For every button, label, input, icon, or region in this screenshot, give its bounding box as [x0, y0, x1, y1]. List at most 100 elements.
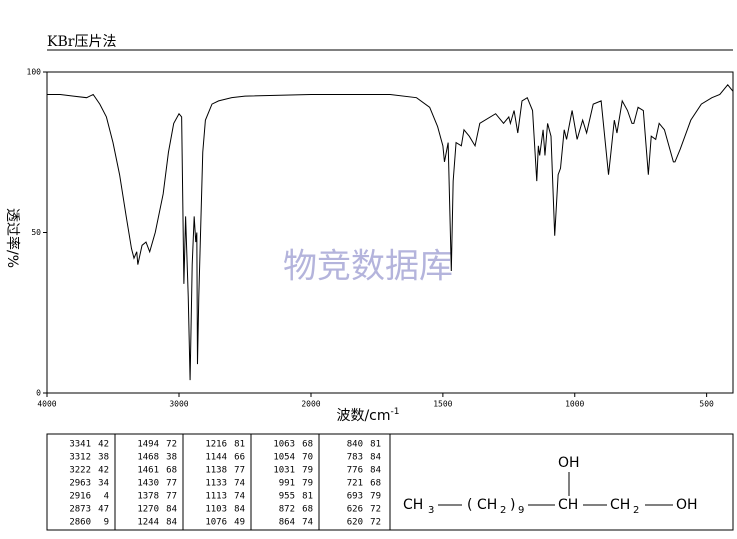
peak-wavenumber: 721: [347, 479, 363, 489]
peak-transmittance: 81: [302, 492, 313, 502]
peak-wavenumber: 3341: [69, 440, 91, 450]
peak-transmittance: 79: [370, 492, 381, 502]
formula-subscript: 2: [500, 505, 506, 516]
y-tick-label: 0: [36, 389, 41, 398]
x-label-sup: -1: [391, 407, 400, 417]
y-tick-label: 50: [31, 228, 41, 237]
y-axis-label: 透过率/%: [4, 208, 21, 268]
peak-wavenumber: 872: [279, 505, 295, 515]
header: KBr压片法: [47, 34, 116, 50]
peak-wavenumber: 864: [279, 518, 295, 528]
x-axis-label: 波数/cm-1: [336, 407, 399, 425]
formula-group: OH: [676, 497, 698, 513]
formula-bonds: [438, 472, 673, 506]
peak-wavenumber: 1031: [273, 466, 295, 476]
peak-transmittance: 77: [166, 479, 177, 489]
peak-transmittance: 74: [234, 479, 245, 489]
x-label-main: 波数/cm: [336, 408, 390, 424]
formula-group: ): [510, 497, 515, 513]
formula-group: (: [467, 497, 472, 513]
peak-transmittance: 72: [370, 505, 381, 515]
peak-wavenumber: 1270: [137, 505, 159, 515]
x-tick-label: 2000: [301, 400, 320, 409]
peak-wavenumber: 3312: [69, 453, 91, 463]
peak-transmittance: 38: [166, 453, 177, 463]
peak-transmittance: 72: [166, 440, 177, 450]
peak-transmittance: 81: [370, 440, 381, 450]
peak-wavenumber: 1138: [205, 466, 227, 476]
peak-wavenumber: 3222: [69, 466, 91, 476]
formula-group: CH: [403, 497, 423, 513]
peak-transmittance: 68: [166, 466, 177, 476]
formula-group: CH: [558, 497, 578, 513]
x-tick-label: 500: [699, 400, 714, 409]
peak-wavenumber: 2860: [69, 518, 91, 528]
peak-wavenumber: 991: [279, 479, 295, 489]
peak-transmittance: 84: [370, 466, 381, 476]
peak-transmittance: 77: [166, 492, 177, 502]
peak-transmittance: 38: [98, 453, 109, 463]
peak-wavenumber: 2916: [69, 492, 91, 502]
formula-top: OH: [558, 455, 580, 471]
peak-wavenumber: 1461: [137, 466, 159, 476]
peak-transmittance: 68: [370, 479, 381, 489]
x-tick-label: 3000: [169, 400, 188, 409]
formula-group: CH: [610, 497, 630, 513]
peak-wavenumber: 1216: [205, 440, 227, 450]
peak-transmittance: 34: [98, 479, 109, 489]
peak-wavenumber: 626: [347, 505, 363, 515]
peak-wavenumber: 2963: [69, 479, 91, 489]
peak-wavenumber: 1103: [205, 505, 227, 515]
formula-subscript: 9: [518, 505, 524, 516]
peak-transmittance: 72: [370, 518, 381, 528]
plot-frame: [46, 71, 734, 394]
peak-transmittance: 81: [234, 440, 245, 450]
peak-wavenumber: 2873: [69, 505, 91, 515]
formula-subscript: 3: [428, 505, 434, 516]
peak-transmittance: 70: [302, 453, 313, 463]
peak-wavenumber: 1076: [205, 518, 227, 528]
peak-wavenumber: 955: [279, 492, 295, 502]
peak-transmittance: 84: [370, 453, 381, 463]
peak-wavenumber: 840: [347, 440, 363, 450]
peak-wavenumber: 1113: [205, 492, 227, 502]
x-tick-label: 4000: [37, 400, 56, 409]
peak-transmittance: 84: [166, 505, 177, 515]
peak-wavenumber: 1468: [137, 453, 159, 463]
peak-wavenumber: 693: [347, 492, 363, 502]
peak-transmittance: 42: [98, 466, 109, 476]
peak-wavenumber: 1244: [137, 518, 159, 528]
peak-transmittance: 84: [234, 505, 245, 515]
peak-wavenumber: 783: [347, 453, 363, 463]
spectrum-line: [47, 84, 734, 381]
peak-transmittance: 42: [98, 440, 109, 450]
peak-wavenumber: 1054: [273, 453, 295, 463]
peak-transmittance: 9: [104, 518, 109, 528]
peak-transmittance: 68: [302, 440, 313, 450]
x-tick-label: 1500: [433, 400, 452, 409]
peak-transmittance: 47: [98, 505, 109, 515]
peak-wavenumber: 1133: [205, 479, 227, 489]
peak-transmittance: 74: [234, 492, 245, 502]
y-tick-label: 100: [27, 68, 42, 77]
x-tick-label: 1000: [565, 400, 584, 409]
peak-transmittance: 66: [234, 453, 245, 463]
peak-transmittance: 79: [302, 479, 313, 489]
formula-subscript: 2: [633, 505, 639, 516]
formula-group: CH: [477, 497, 497, 513]
peak-transmittance: 77: [234, 466, 245, 476]
peak-transmittance: 79: [302, 466, 313, 476]
peak-wavenumber: 620: [347, 518, 363, 528]
peak-wavenumber: 776: [347, 466, 363, 476]
peak-transmittance: 84: [166, 518, 177, 528]
peak-wavenumber: 1494: [137, 440, 159, 450]
peak-transmittance: 74: [302, 518, 313, 528]
peak-wavenumber: 1063: [273, 440, 295, 450]
peak-transmittance: 49: [234, 518, 245, 528]
peak-wavenumber: 1378: [137, 492, 159, 502]
peak-wavenumber: 1144: [205, 453, 227, 463]
watermark: 物竞数据库: [283, 247, 453, 287]
peak-wavenumber: 1430: [137, 479, 159, 489]
peak-transmittance: 68: [302, 505, 313, 515]
